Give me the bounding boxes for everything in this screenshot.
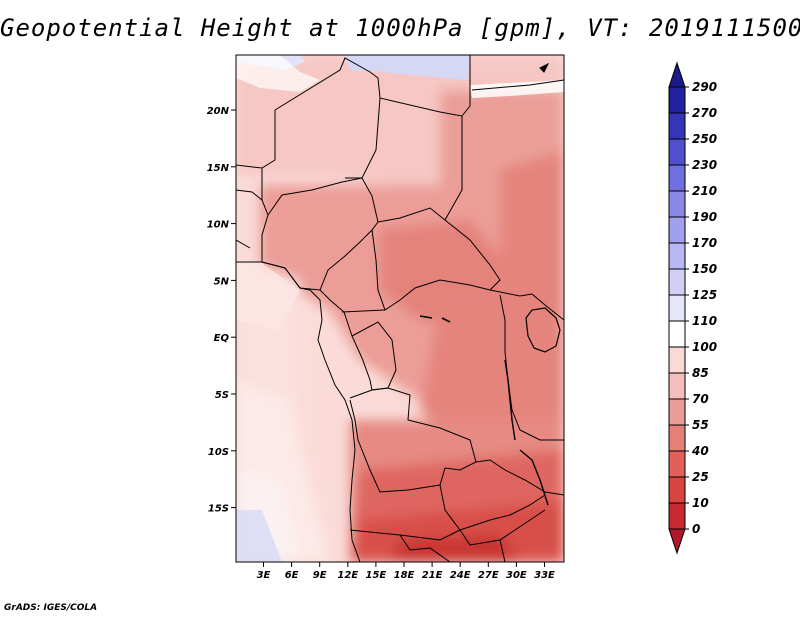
colorbar-box <box>668 398 686 426</box>
map-field <box>236 55 564 562</box>
colorbar-box <box>668 268 686 296</box>
blue-patch-southwest <box>236 510 282 562</box>
colorbar-label: 190 <box>692 210 717 224</box>
lat-tick-label: 10N <box>207 220 230 231</box>
lon-tick-label: 30E <box>506 570 527 581</box>
lat-tick-label: EQ <box>214 333 230 344</box>
lon-tick-label: 27E <box>478 570 499 581</box>
lon-tick-label: 33E <box>534 570 555 581</box>
colorbar-label: 100 <box>692 340 717 354</box>
colorbar-label: 25 <box>692 470 709 484</box>
longitude-ticks: 3E 6E 9E 12E 15E 18E 21E 24E 27E 30E 33E <box>257 562 555 581</box>
lat-tick-label: 5S <box>215 390 229 401</box>
latitude-ticks: 20N 15N 10N 5N EQ 5S 10S 15S <box>207 106 236 515</box>
white-patch-northeast <box>470 80 564 98</box>
colorbar-label: 70 <box>692 392 709 406</box>
colorbar-label: 85 <box>692 366 709 380</box>
lat-tick-label: 10S <box>208 447 229 458</box>
colorbar-label: 40 <box>691 444 709 458</box>
colorbar-label: 150 <box>692 262 717 276</box>
lon-tick-label: 3E <box>257 570 271 581</box>
colorbar-label: 210 <box>692 184 717 198</box>
colorbar-label: 125 <box>692 288 717 302</box>
colorbar-label: 110 <box>692 314 717 328</box>
colorbar-box <box>668 86 686 114</box>
lat-tick-label: 15N <box>207 163 230 174</box>
colorbar-label: 10 <box>692 496 709 510</box>
colorbar-box <box>668 346 686 374</box>
lon-tick-label: 9E <box>313 570 327 581</box>
colorbar: 0 10 25 40 55 70 85 100 110 125 150 170 190 210 230 250… <box>668 61 717 555</box>
colorbar-box <box>668 164 686 192</box>
map-frame <box>235 54 565 563</box>
light-patch-gulf <box>236 260 300 330</box>
lat-tick-label: 20N <box>207 106 230 117</box>
colorbar-box <box>668 112 686 140</box>
colorbar-box <box>668 190 686 218</box>
lat-tick-label: 15S <box>208 504 229 515</box>
lon-tick-label: 6E <box>285 570 299 581</box>
chart-title: Geopotential Height at 1000hPa [gpm], VT… <box>0 14 800 42</box>
lon-tick-label: 18E <box>394 570 415 581</box>
colorbar-box <box>668 138 686 166</box>
colorbar-min-triangle <box>668 528 686 555</box>
lon-tick-label: 15E <box>366 570 387 581</box>
colorbar-box <box>668 216 686 244</box>
colorbar-max-triangle <box>668 61 686 88</box>
colorbar-label: 290 <box>692 80 717 94</box>
colorbar-label: 55 <box>692 418 709 432</box>
colorbar-box <box>668 476 686 504</box>
colorbar-box <box>668 502 686 530</box>
lon-tick-label: 12E <box>337 570 358 581</box>
colorbar-box <box>668 424 686 452</box>
colorbar-label: 230 <box>692 158 717 172</box>
colorbar-box <box>668 242 686 270</box>
colorbar-label: 170 <box>692 236 717 250</box>
lat-tick-label: 5N <box>214 276 230 287</box>
field-shading <box>236 55 564 562</box>
white-patch-northwest <box>236 55 320 92</box>
colorbar-box <box>668 320 686 348</box>
grads-credit: GrADS: IGES/COLA <box>4 603 98 613</box>
lon-tick-label: 24E <box>450 570 471 581</box>
colorbar-box <box>668 450 686 478</box>
colorbar-label: 270 <box>692 106 717 120</box>
lon-tick-label: 21E <box>422 570 443 581</box>
blue-patch-north <box>345 55 470 80</box>
colorbar-box <box>668 294 686 322</box>
country-borders <box>236 55 564 562</box>
colorbar-box <box>668 372 686 400</box>
colorbar-label: 250 <box>692 132 717 146</box>
colorbar-label: 0 <box>692 522 700 536</box>
